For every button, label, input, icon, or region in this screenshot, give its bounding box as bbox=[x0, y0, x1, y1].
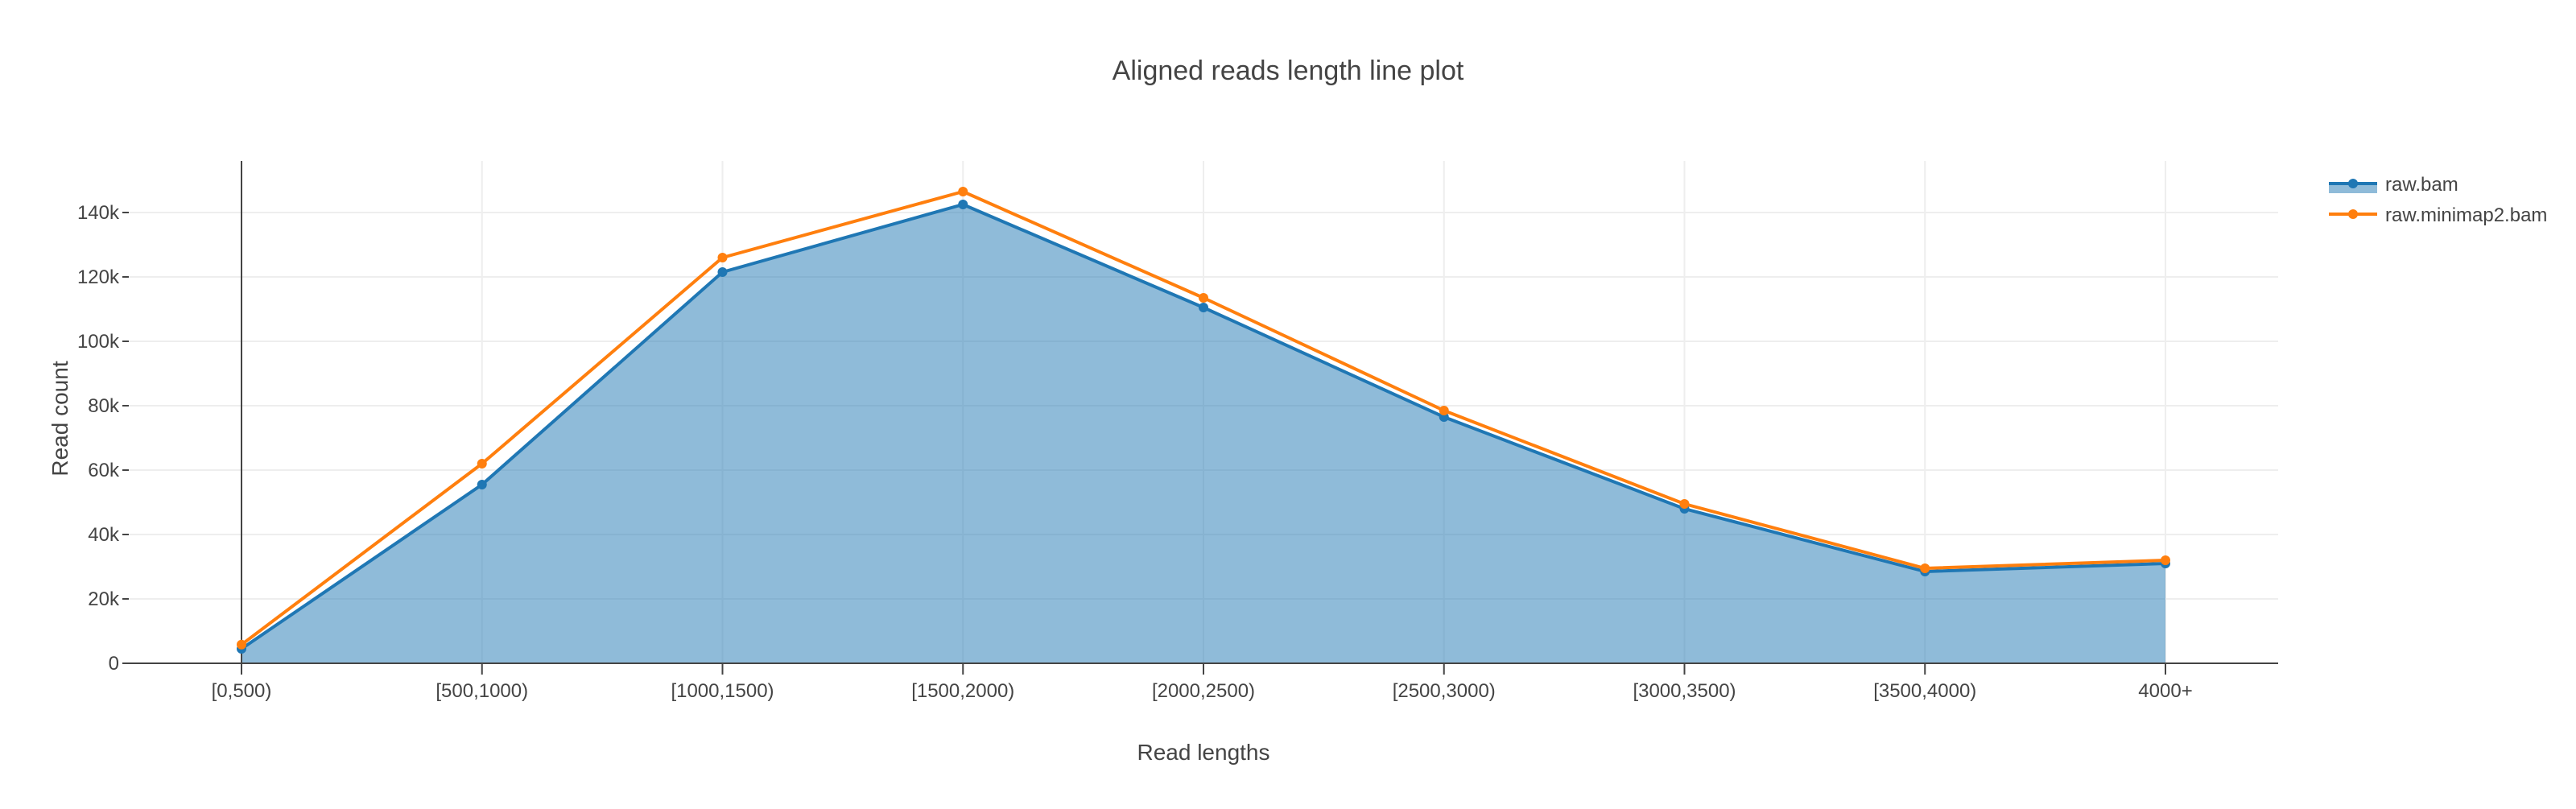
x-tick-label: 4000+ bbox=[2138, 680, 2192, 702]
data-point bbox=[958, 200, 968, 209]
data-point bbox=[958, 187, 968, 196]
legend-item-raw-minimap2-bam[interactable]: raw.minimap2.bam bbox=[2329, 204, 2547, 226]
area-fills bbox=[242, 204, 2165, 663]
data-point bbox=[717, 267, 728, 277]
x-tick-label: [3000,3500) bbox=[1633, 680, 1736, 702]
y-tick-label: 0 bbox=[109, 653, 119, 675]
series-markers bbox=[237, 187, 2170, 654]
legend-label: raw.bam bbox=[2385, 174, 2458, 196]
x-tick-label: [2500,3000) bbox=[1393, 680, 1496, 702]
y-tick-labels: 0 20k 40k 60k 80k 100k 120k 140k bbox=[77, 202, 129, 675]
legend-item-raw-bam[interactable]: raw.bam bbox=[2329, 174, 2458, 196]
legend-marker bbox=[2348, 179, 2358, 188]
y-tick-label: 120k bbox=[77, 266, 120, 288]
data-point bbox=[1199, 303, 1208, 312]
data-point bbox=[2161, 555, 2170, 565]
legend-marker bbox=[2348, 209, 2358, 219]
y-tick-label: 60k bbox=[88, 460, 120, 481]
x-tick-label: [1500,2000) bbox=[911, 680, 1014, 702]
x-tick-label: [1000,1500) bbox=[671, 680, 774, 702]
y-axis-title: Read count bbox=[47, 361, 72, 476]
data-point bbox=[237, 639, 246, 650]
data-point bbox=[1199, 293, 1208, 303]
x-tick-label: [0,500) bbox=[212, 680, 272, 702]
y-tick-label: 80k bbox=[88, 395, 120, 417]
x-tick-label: [3500,4000) bbox=[1873, 680, 1976, 702]
y-tick-label: 40k bbox=[88, 524, 120, 546]
x-tick-labels: [0,500) [500,1000) [1000,1500) [1500,2000) [… bbox=[212, 663, 2193, 702]
legend-label: raw.minimap2.bam bbox=[2385, 204, 2547, 226]
x-tick-label: [2000,2500) bbox=[1152, 680, 1255, 702]
x-tick-label: [500,1000) bbox=[436, 680, 528, 702]
area-fill-0 bbox=[242, 204, 2165, 663]
y-tick-label: 140k bbox=[77, 202, 120, 224]
y-tick-label: 20k bbox=[88, 588, 120, 610]
data-point bbox=[1439, 406, 1449, 415]
data-point bbox=[1920, 563, 1930, 573]
data-point bbox=[717, 253, 728, 262]
legend: raw.bam raw.minimap2.bam bbox=[2329, 174, 2547, 226]
data-point bbox=[1679, 499, 1690, 509]
y-tick-label: 100k bbox=[77, 331, 120, 353]
x-axis-title: Read lengths bbox=[1137, 740, 1269, 765]
data-point bbox=[477, 480, 487, 489]
chart-title: Aligned reads length line plot bbox=[1113, 56, 1464, 86]
data-point bbox=[477, 459, 487, 468]
